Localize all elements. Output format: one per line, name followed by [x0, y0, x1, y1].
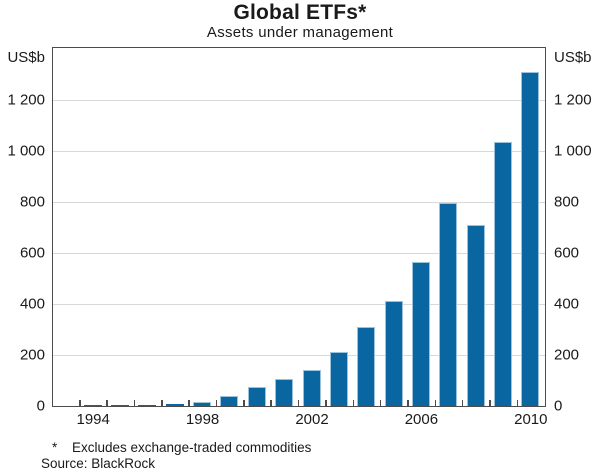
bar-2002	[302, 369, 321, 406]
y-tick-label-left-1000: 1 000	[7, 142, 45, 159]
chart-title: Global ETFs*	[233, 1, 367, 24]
gridline-1000	[53, 150, 545, 152]
bar-2000	[247, 387, 266, 406]
bar-2001	[275, 379, 294, 406]
y-tick-label-left-800: 800	[19, 193, 45, 210]
x-axis-tick	[215, 400, 218, 406]
plot-area	[52, 47, 546, 407]
x-axis-tick	[79, 400, 81, 406]
bar-2003	[329, 351, 348, 406]
x-axis-tick	[243, 400, 245, 406]
gridline-200	[53, 354, 545, 356]
x-tick-label-2006: 2006	[404, 411, 439, 428]
x-axis-tick	[434, 400, 437, 406]
bar-2010	[521, 71, 540, 406]
y-tick-label-left-200: 200	[19, 346, 45, 363]
x-axis-tick	[270, 400, 272, 406]
bar-1997	[165, 403, 184, 406]
x-axis-tick	[407, 400, 409, 406]
bar-2004	[357, 326, 376, 406]
x-axis-tick	[106, 400, 108, 406]
bar-2009	[493, 141, 512, 406]
x-axis-tick	[325, 400, 327, 406]
x-tick-label-1998: 1998	[185, 411, 220, 428]
gridline-600	[53, 252, 545, 254]
bar-1995	[111, 405, 130, 406]
y-tick-label-right-0: 0	[554, 397, 563, 414]
y-tick-label-left-1200: 1 200	[7, 91, 45, 108]
y-tick-label-right-400: 400	[554, 295, 580, 312]
x-axis-tick	[188, 400, 190, 406]
x-axis-tick	[379, 400, 382, 406]
x-axis-tick	[161, 400, 163, 406]
y-tick-label-left-400: 400	[19, 295, 45, 312]
x-axis-tick	[461, 400, 464, 406]
bar-1998	[193, 401, 212, 406]
y-tick-label-right-600: 600	[554, 244, 580, 261]
y-tick-label-right-1200: 1 200	[554, 91, 592, 108]
bar-1994	[83, 405, 102, 406]
source-note: Source: BlackRock	[41, 456, 156, 471]
y-tick-label-right-1000: 1 000	[554, 142, 592, 159]
bar-2006	[411, 261, 430, 406]
x-axis-tick	[489, 400, 491, 406]
x-tick-label-2010: 2010	[514, 411, 548, 428]
y-axis-unit-right: US$b	[554, 49, 592, 66]
y-tick-label-left-0: 0	[36, 397, 45, 414]
x-axis-tick	[352, 400, 355, 406]
footnote-marker: *	[52, 440, 58, 455]
bar-2005	[384, 300, 403, 406]
chart-subtitle: Assets under management	[206, 24, 394, 41]
x-tick-label-2002: 2002	[295, 411, 329, 428]
y-axis-unit-left: US$b	[7, 49, 45, 66]
y-tick-label-right-800: 800	[554, 193, 580, 210]
x-axis-tick	[516, 400, 519, 406]
gridline-400	[53, 303, 545, 305]
x-axis-tick	[133, 400, 136, 406]
x-tick-label-1994: 1994	[76, 411, 110, 428]
x-axis-tick	[297, 400, 300, 406]
footnote: * Excludes exchange-traded commodities	[52, 440, 311, 455]
gridline-800	[53, 201, 545, 203]
y-tick-label-left-600: 600	[19, 244, 45, 261]
bar-1999	[220, 395, 239, 406]
bar-1996	[138, 404, 157, 406]
bar-2008	[466, 224, 485, 406]
bar-2007	[439, 202, 458, 406]
y-tick-label-right-200: 200	[554, 346, 580, 363]
footnote-text: Excludes exchange-traded commodities	[72, 440, 312, 455]
gridline-1200	[53, 99, 545, 101]
